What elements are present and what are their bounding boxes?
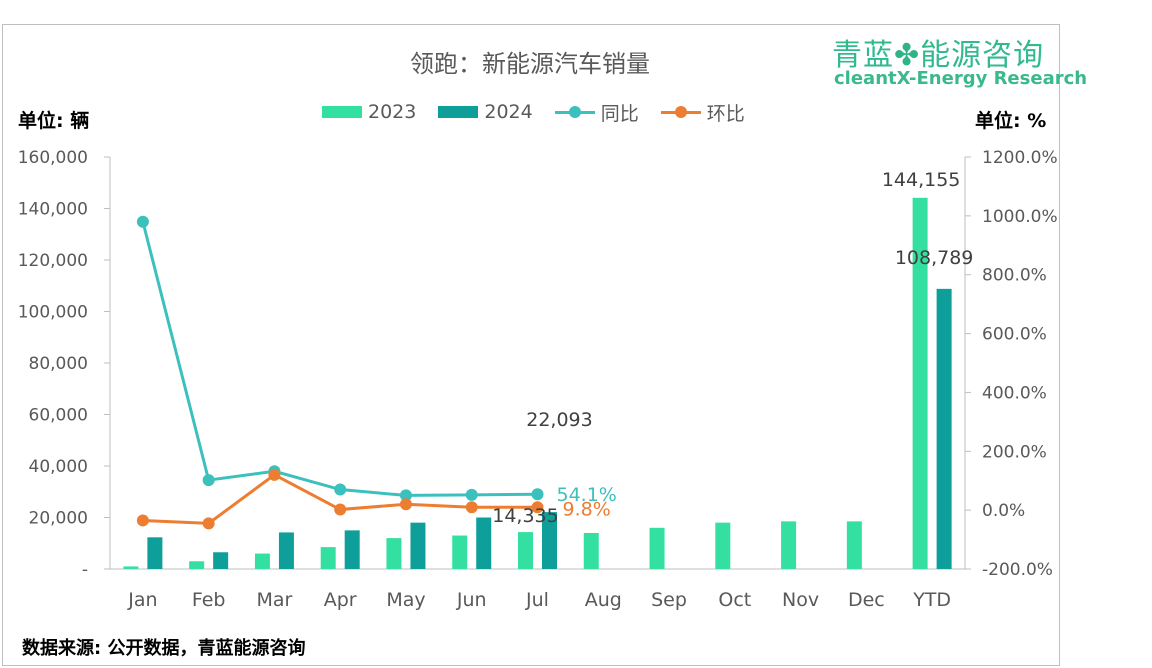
chart-legend: 2023 2024 同比 环比	[322, 99, 767, 125]
x-tick-label: Jan	[127, 589, 157, 611]
bar-2023-Apr	[320, 547, 336, 569]
legend-swatch-2023	[322, 106, 362, 118]
bar-2023-May	[386, 538, 402, 569]
bar-2023-Jun	[452, 535, 468, 569]
right-tick-label: 0.0%	[982, 501, 1025, 521]
left-tick-label: 140,000	[18, 200, 88, 220]
bar-2024-Apr	[344, 530, 360, 569]
point-yoy	[334, 483, 347, 496]
chart-frame	[2, 24, 1060, 666]
right-tick-label: -200.0%	[982, 560, 1053, 580]
point-mom	[465, 501, 478, 514]
data-label-2023-YTD: 144,155	[882, 169, 961, 191]
x-tick-label: Jun	[456, 589, 487, 611]
x-tick-label: Dec	[848, 589, 885, 611]
legend-item-2023: 2023	[322, 101, 416, 123]
bar-2024-Jul	[542, 512, 557, 569]
bar-2024-May	[410, 522, 426, 569]
data-label-同比-Jul: 54.1%	[557, 484, 617, 506]
data-label-2024-YTD: 108,789	[895, 247, 974, 269]
legend-item-mom: 环比	[660, 99, 745, 126]
bar-2023-Feb	[189, 561, 205, 569]
logo-text-b: 能源咨询	[920, 38, 1045, 73]
legend-label-2024: 2024	[484, 101, 533, 123]
clover-icon: ✤	[894, 38, 921, 73]
legend-label-mom: 环比	[706, 102, 745, 125]
chart-title: 领跑：新能源汽车销量	[410, 50, 650, 78]
point-mom	[531, 501, 544, 514]
left-axis-unit: 单位: 辆	[18, 110, 90, 132]
point-yoy	[465, 488, 478, 501]
bar-2023-Nov	[781, 521, 797, 569]
left-tick-label: 120,000	[18, 251, 88, 271]
bar-2023-Dec	[846, 521, 862, 569]
data-label-2023-Jul: 14,335	[492, 505, 558, 527]
x-tick-label: Nov	[782, 589, 819, 611]
point-mom	[136, 514, 149, 527]
bar-2023-YTD	[912, 197, 928, 569]
data-source-note: 数据来源: 公开数据，青蓝能源咨询	[22, 638, 306, 659]
data-label-环比-Jul: 9.8%	[563, 498, 611, 520]
x-tick-label: Oct	[718, 589, 751, 611]
right-tick-label: 400.0%	[982, 383, 1047, 403]
bar-2023-Jul	[518, 532, 533, 569]
point-yoy	[399, 489, 412, 502]
left-tick-label: 160,000	[18, 148, 88, 168]
bar-2023-Oct	[715, 522, 731, 569]
bar-2024-Jan	[147, 537, 163, 569]
x-tick-label: May	[386, 589, 425, 611]
legend-swatch-yoy	[554, 106, 595, 118]
logo-text-a: 青蓝	[832, 38, 894, 73]
right-tick-label: 200.0%	[982, 442, 1047, 462]
x-tick-label: Sep	[651, 589, 687, 611]
left-tick-label: 20,000	[29, 509, 88, 529]
x-tick-label: Jul	[525, 589, 549, 611]
legend-swatch-2024	[438, 106, 479, 118]
legend-swatch-mom	[660, 106, 701, 118]
point-mom	[334, 503, 347, 516]
bar-2023-Mar	[254, 553, 270, 569]
point-yoy	[136, 215, 149, 228]
left-tick-label: 80,000	[29, 354, 88, 374]
line-mom	[142, 473, 538, 525]
x-tick-label: Apr	[324, 589, 357, 611]
legend-item-yoy: 同比	[554, 99, 639, 126]
point-yoy	[202, 474, 215, 487]
right-tick-label: 800.0%	[982, 266, 1047, 286]
brand-logo-en: cleantX-Energy Research	[834, 68, 1088, 89]
point-mom	[399, 498, 412, 511]
left-tick-label: 60,000	[29, 406, 88, 426]
right-axis-unit: 单位: %	[975, 110, 1047, 132]
left-tick-label: 100,000	[18, 303, 88, 323]
x-tick-label: Mar	[256, 589, 292, 611]
line-yoy	[141, 221, 538, 497]
bar-2023-Jan	[123, 566, 139, 569]
left-tick-label: 40,000	[29, 457, 88, 477]
point-mom	[268, 468, 281, 481]
data-label-2024-Jul: 22,093	[526, 409, 592, 431]
right-tick-label: 1000.0%	[982, 207, 1058, 227]
point-yoy	[531, 488, 544, 501]
legend-label-yoy: 同比	[600, 102, 639, 125]
bar-2024-Mar	[278, 532, 294, 569]
left-tick-label: -	[82, 560, 88, 580]
bar-2024-Jun	[476, 517, 492, 569]
x-tick-label: Feb	[192, 589, 226, 611]
legend-label-2023: 2023	[368, 101, 417, 123]
bar-2023-Aug	[583, 532, 599, 569]
right-tick-label: 600.0%	[982, 325, 1047, 345]
right-tick-label: 1200.0%	[982, 148, 1058, 168]
x-tick-label: YTD	[912, 589, 951, 611]
brand-logo-cn: 青蓝✤能源咨询	[832, 30, 1044, 74]
bar-2024-Feb	[213, 552, 229, 569]
bar-2023-Sep	[649, 527, 665, 569]
x-tick-label: Aug	[585, 589, 622, 611]
bar-2024-YTD	[936, 288, 952, 569]
point-mom	[202, 517, 215, 530]
legend-item-2024: 2024	[438, 101, 533, 123]
